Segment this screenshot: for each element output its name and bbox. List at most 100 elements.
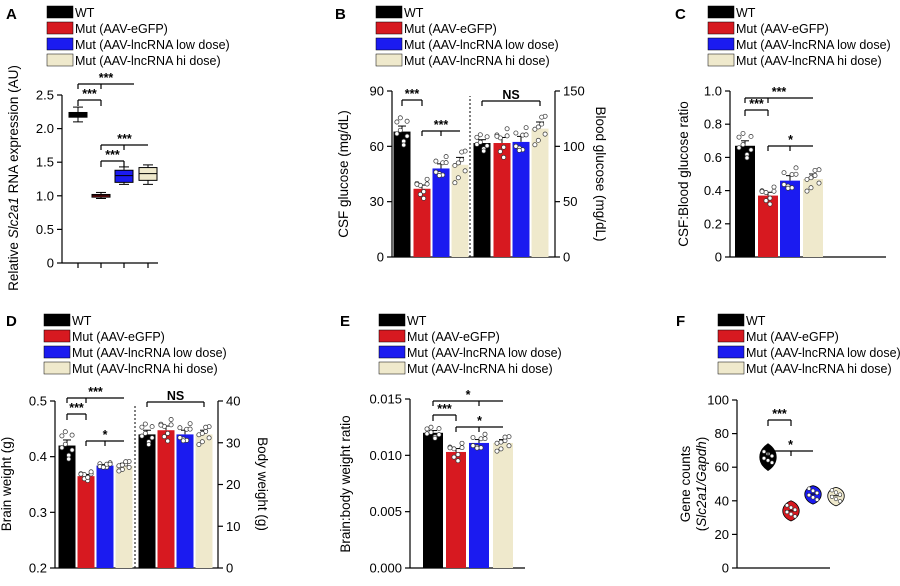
y-tick-label: 20 (715, 527, 729, 542)
bar (195, 434, 213, 568)
y-axis-title-c: CSF:Blood glucose ratio (676, 101, 691, 247)
y-axis-title-e: Brain:body weight ratio (338, 415, 353, 552)
y-axis-title-part: Relative (6, 238, 21, 291)
box (114, 169, 134, 183)
data-point (158, 422, 164, 428)
data-point (810, 488, 816, 493)
data-point (804, 188, 810, 194)
bar (758, 195, 778, 257)
data-point (804, 176, 810, 182)
data-point (736, 145, 742, 151)
data-point (433, 158, 439, 164)
data-point (837, 499, 843, 504)
y-axis-title-d-left: Brain weight (g) (0, 437, 14, 532)
data-point (788, 512, 794, 517)
data-point (814, 490, 820, 496)
data-point (470, 443, 476, 449)
data-point (484, 143, 490, 149)
data-point (417, 191, 423, 197)
data-point (793, 171, 799, 177)
y-tick-label: 0.005 (369, 504, 402, 519)
data-point (459, 157, 465, 163)
y-tick-label: 0.5 (29, 394, 47, 409)
legend-swatch (378, 313, 406, 327)
legend-label: Mut (AAV-lncRNA hi dose) (736, 54, 882, 68)
data-point (494, 440, 500, 446)
data-point (789, 185, 795, 191)
data-point (481, 148, 487, 154)
data-point (424, 176, 430, 182)
data-point (432, 435, 438, 441)
data-point (180, 438, 186, 444)
legend-swatch (46, 37, 74, 51)
data-point (100, 464, 106, 470)
data-point (142, 421, 148, 427)
legend-label: Mut (AAV-lncRNA hi dose) (404, 54, 550, 68)
data-point (498, 439, 504, 445)
data-point (482, 436, 488, 442)
legend-swatch (43, 329, 71, 343)
legend-label: Mut (AAV-eGFP) (75, 22, 168, 36)
data-point (736, 134, 742, 140)
data-point (404, 133, 410, 139)
data-point (816, 180, 822, 186)
sig-d1-label: *** (69, 401, 84, 415)
legend-swatch (378, 345, 406, 359)
data-point (421, 189, 427, 195)
data-point (474, 134, 480, 140)
data-point (516, 147, 522, 153)
data-point (452, 162, 458, 168)
y-tick-label: 100 (563, 139, 585, 154)
data-point (513, 130, 519, 136)
sig-b1-label: *** (405, 87, 420, 101)
data-point (808, 175, 814, 181)
data-point (470, 435, 476, 440)
data-point (498, 446, 504, 452)
legend-label: Mut (AAV-eGFP) (407, 330, 500, 344)
legend-swatch (717, 361, 745, 375)
data-point (149, 435, 155, 441)
legend-swatch (717, 345, 745, 359)
data-point (451, 446, 457, 452)
data-point (771, 188, 777, 194)
y-tick-label: 2.0 (36, 121, 54, 136)
data-point (744, 155, 750, 161)
data-point (177, 425, 183, 431)
data-point (85, 474, 91, 480)
legend-label: Mut (AAV-lncRNA low dose) (407, 346, 562, 360)
data-point (535, 124, 541, 130)
legend-label: Mut (AAV-eGFP) (746, 330, 839, 344)
data-point (459, 445, 465, 451)
panel-label-a: A (6, 6, 17, 23)
legend-label: Mut (AAV-eGFP) (404, 22, 497, 36)
legend-swatch (375, 37, 403, 51)
legend-label: Mut (AAV-lncRNA low dose) (736, 38, 891, 52)
data-point (126, 464, 132, 470)
data-point (504, 133, 510, 139)
data-point (781, 170, 787, 176)
data-point (792, 507, 798, 512)
data-point (740, 130, 746, 136)
bar (473, 143, 491, 257)
data-point (501, 144, 507, 150)
bar (780, 180, 800, 257)
data-point (203, 424, 209, 430)
bar (138, 434, 156, 568)
y-tick-label: 0.010 (369, 448, 402, 463)
data-point (816, 167, 822, 173)
sig-c3-label: * (788, 133, 793, 147)
legend-label: Mut (AAV-eGFP) (736, 22, 829, 36)
data-point (806, 486, 812, 491)
sig-d4-label: NS (167, 389, 184, 403)
legend-swatch (707, 5, 735, 19)
legend-swatch (707, 53, 735, 67)
data-point (196, 442, 202, 447)
data-point (433, 169, 439, 175)
data-point (478, 436, 484, 442)
y-tick-label: 0.5 (36, 222, 54, 237)
data-point (139, 424, 145, 430)
legend-label: WT (75, 6, 95, 20)
data-point (107, 461, 113, 467)
data-point (477, 139, 483, 145)
y-tick-label: 0.4 (704, 183, 722, 198)
